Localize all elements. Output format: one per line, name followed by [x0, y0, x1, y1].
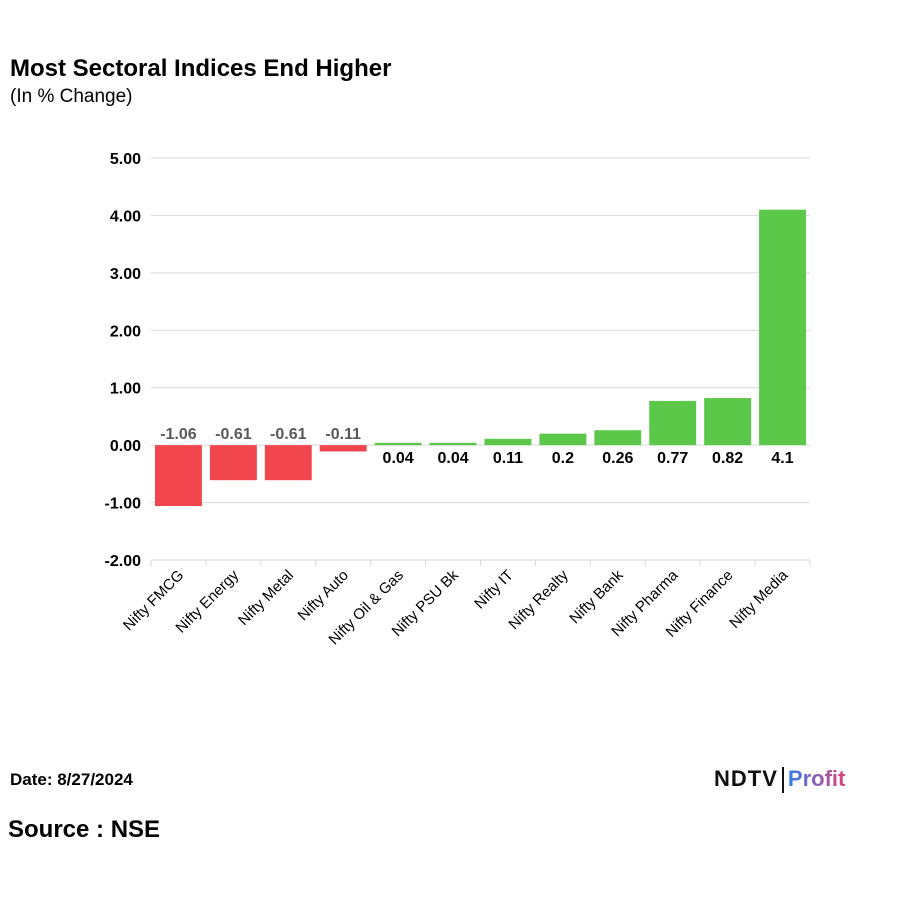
date-label: Date: 8/27/2024 — [10, 770, 133, 789]
data-label: 0.11 — [493, 450, 523, 467]
y-tick-label: 5.00 — [110, 151, 141, 168]
ndtv-profit-logo: NDTV Profit — [714, 766, 846, 794]
data-label: 0.82 — [712, 450, 743, 467]
bar — [319, 445, 367, 452]
y-tick-label: 2.00 — [110, 323, 141, 340]
bar — [484, 438, 532, 446]
logo-profit: Profit — [787, 766, 846, 791]
bar — [704, 398, 752, 446]
logo-ndtv: NDTV — [714, 766, 778, 791]
data-label: 0.26 — [602, 450, 633, 467]
source-label: Source : NSE — [8, 816, 161, 843]
y-tick-label: -1.00 — [105, 496, 142, 513]
data-label: 0.2 — [552, 450, 574, 467]
data-label: -0.61 — [270, 426, 307, 443]
x-tick-label: Nifty Media — [726, 566, 792, 632]
data-label: 4.1 — [771, 450, 793, 467]
y-tick-label: 0.00 — [110, 438, 141, 455]
x-tick-label: Nifty Realty — [505, 566, 572, 633]
data-label: -0.61 — [215, 426, 252, 443]
bar — [264, 445, 312, 481]
data-label: 0.77 — [657, 450, 688, 467]
x-tick-label: Nifty Metal — [235, 567, 297, 629]
y-tick-label: -2.00 — [105, 553, 142, 570]
y-tick-label: 4.00 — [110, 208, 141, 225]
bar — [374, 442, 422, 446]
y-tick-label: 1.00 — [110, 381, 141, 398]
bar — [539, 433, 587, 446]
x-tick-label: Nifty IT — [471, 567, 517, 613]
data-label: -1.06 — [160, 426, 197, 443]
chart-title: Most Sectoral Indices End Higher — [10, 55, 392, 82]
bar — [594, 430, 642, 446]
bar — [429, 442, 477, 446]
data-label: 0.04 — [437, 450, 468, 467]
chart-subtitle: (In % Change) — [10, 86, 133, 107]
bar — [155, 445, 202, 507]
data-label: -0.11 — [325, 426, 361, 443]
bar — [209, 445, 257, 481]
bar — [759, 209, 806, 446]
y-tick-label: 3.00 — [110, 266, 141, 283]
x-tick-label: Nifty Auto — [295, 567, 352, 624]
data-label: 0.04 — [383, 450, 414, 467]
bar — [649, 400, 697, 446]
